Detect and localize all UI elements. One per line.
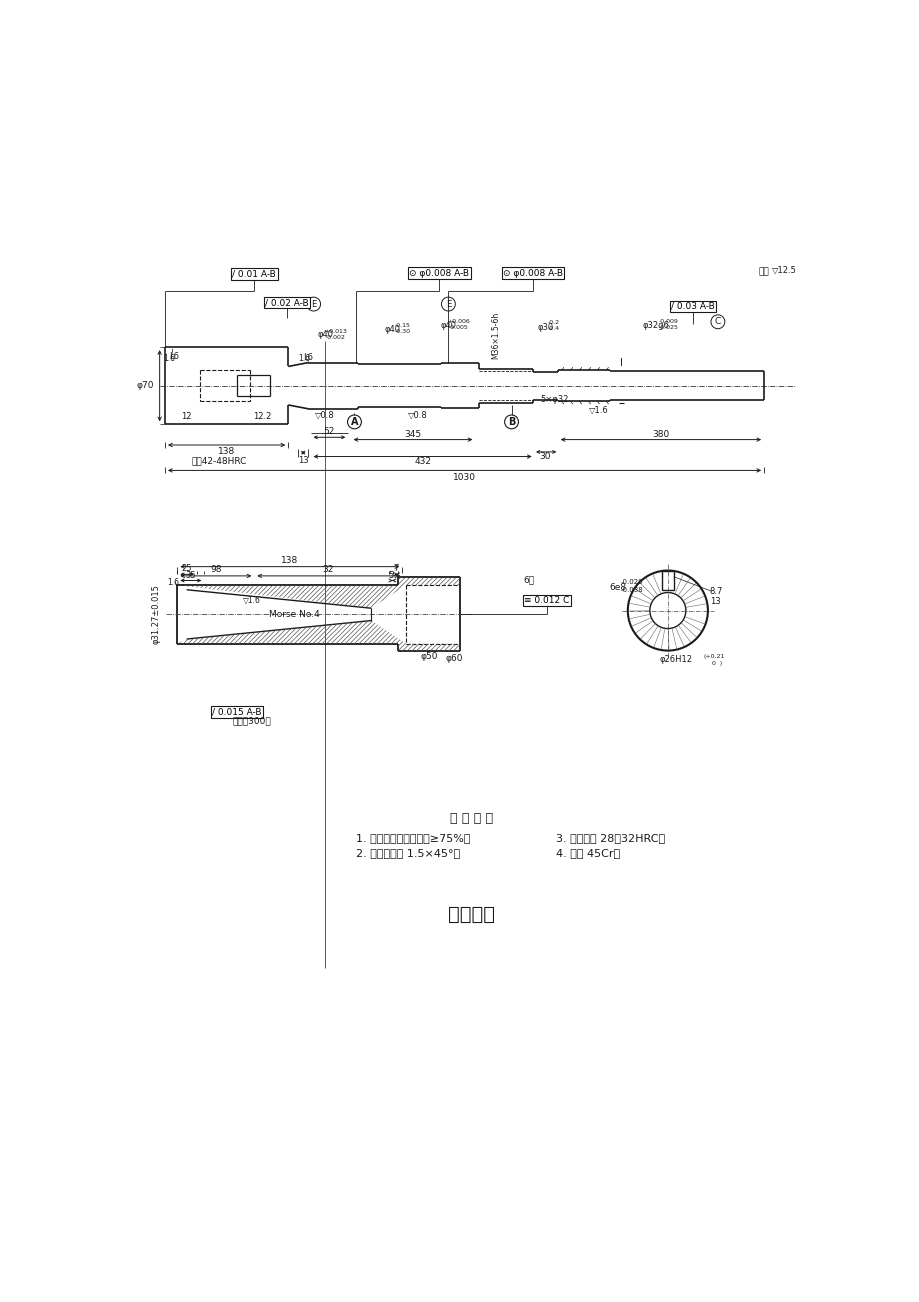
Text: 13: 13 <box>709 596 720 605</box>
Text: 8.7: 8.7 <box>709 587 721 596</box>
Bar <box>662 570 673 590</box>
Text: -0.038: -0.038 <box>619 587 642 592</box>
Text: -0.009: -0.009 <box>658 319 678 324</box>
Text: φ32g6: φ32g6 <box>642 322 669 331</box>
Text: φ31.27±0.015: φ31.27±0.015 <box>151 585 160 644</box>
Text: -0.005: -0.005 <box>448 326 468 331</box>
Text: Morse No.4: Morse No.4 <box>268 609 320 618</box>
Text: 52: 52 <box>323 427 335 436</box>
Text: 0  ): 0 ) <box>708 661 722 667</box>
Text: C: C <box>714 318 720 327</box>
Text: 5×φ32: 5×φ32 <box>539 395 568 404</box>
Text: ▽1.6: ▽1.6 <box>588 406 607 415</box>
Text: M36×1.5-6h: M36×1.5-6h <box>491 311 500 358</box>
Text: 淬火42-48HRC: 淬火42-48HRC <box>191 456 246 465</box>
Text: -0.15: -0.15 <box>394 323 410 328</box>
Text: φ26H12: φ26H12 <box>658 655 691 664</box>
Text: +0.006: +0.006 <box>447 319 470 324</box>
Text: A: A <box>350 417 357 427</box>
Text: 30: 30 <box>539 452 550 461</box>
Text: 1030: 1030 <box>452 473 475 482</box>
Text: -0.4: -0.4 <box>547 327 560 331</box>
Text: ≡ 0.012 C: ≡ 0.012 C <box>524 596 569 605</box>
Text: 1.6: 1.6 <box>167 578 179 586</box>
Text: 98: 98 <box>210 565 221 574</box>
Text: 432: 432 <box>414 457 431 466</box>
Text: φ50: φ50 <box>420 652 437 661</box>
Text: / 0.03 A-B: / 0.03 A-B <box>671 302 714 311</box>
Text: 1.6: 1.6 <box>163 354 175 363</box>
Text: / 0.02 A-B: / 0.02 A-B <box>265 298 308 307</box>
Text: / 0.01 A-B: / 0.01 A-B <box>233 270 276 279</box>
Text: -0.025: -0.025 <box>658 326 678 331</box>
Text: 12.2: 12.2 <box>253 411 271 421</box>
Text: 380: 380 <box>652 431 669 440</box>
Text: ▽0.8: ▽0.8 <box>315 410 335 419</box>
Text: 138: 138 <box>218 448 235 457</box>
Text: E: E <box>446 299 450 309</box>
Text: (+0.21: (+0.21 <box>703 654 724 659</box>
Text: 6e8: 6e8 <box>608 583 626 592</box>
Text: 1.6: 1.6 <box>298 354 310 363</box>
Text: 5: 5 <box>389 570 393 579</box>
Text: L6: L6 <box>169 352 179 361</box>
Text: 其余: 其余 <box>758 267 768 276</box>
Text: 345: 345 <box>404 431 421 440</box>
Text: -0.002: -0.002 <box>325 335 346 340</box>
Text: 钻床主轴: 钻床主轴 <box>448 905 494 924</box>
Text: ⊙ φ0.008 A-B: ⊙ φ0.008 A-B <box>503 268 562 277</box>
Text: 6齿: 6齿 <box>523 575 534 585</box>
Text: I: I <box>619 358 622 367</box>
Text: -0.30: -0.30 <box>393 329 410 335</box>
Text: / 0.015 A-B: / 0.015 A-B <box>211 708 261 716</box>
Text: E: E <box>311 299 316 309</box>
Text: 3. 调质处理 28～32HRC。: 3. 调质处理 28～32HRC。 <box>556 833 664 842</box>
Text: ▽0.8: ▽0.8 <box>407 410 427 419</box>
Text: +0.013: +0.013 <box>324 328 347 333</box>
Text: -0.020: -0.020 <box>619 579 642 585</box>
Text: 13: 13 <box>298 456 309 465</box>
Text: 离轴端300处: 离轴端300处 <box>233 716 271 725</box>
Text: φ60: φ60 <box>445 654 462 663</box>
Text: ▽12.5: ▽12.5 <box>771 266 796 275</box>
Text: 1. 锥孔涂色检查接触面≥75%。: 1. 锥孔涂色检查接触面≥75%。 <box>356 833 470 842</box>
Text: φ40: φ40 <box>384 326 401 335</box>
Text: ▽1.6: ▽1.6 <box>243 596 261 605</box>
Text: -0.2: -0.2 <box>547 320 560 326</box>
Text: φ70: φ70 <box>137 381 154 391</box>
Text: 12: 12 <box>181 411 192 421</box>
Text: 4. 材料 45Cr。: 4. 材料 45Cr。 <box>556 848 619 858</box>
Text: φ40: φ40 <box>317 331 333 340</box>
Text: 32: 32 <box>323 565 334 574</box>
Text: φ40: φ40 <box>440 322 456 331</box>
Text: 技 术 要 求: 技 术 要 求 <box>449 812 493 825</box>
Text: ⊙ φ0.008 A-B: ⊙ φ0.008 A-B <box>409 268 469 277</box>
Text: 138: 138 <box>281 556 298 565</box>
Text: 2. 未注明倒角 1.5×45°。: 2. 未注明倒角 1.5×45°。 <box>356 848 460 858</box>
Text: 25: 25 <box>181 565 192 573</box>
Text: φ30: φ30 <box>537 323 553 332</box>
Text: 35: 35 <box>185 570 196 579</box>
Text: 7: 7 <box>393 565 398 573</box>
Text: L6: L6 <box>303 353 312 362</box>
Text: B: B <box>507 417 515 427</box>
